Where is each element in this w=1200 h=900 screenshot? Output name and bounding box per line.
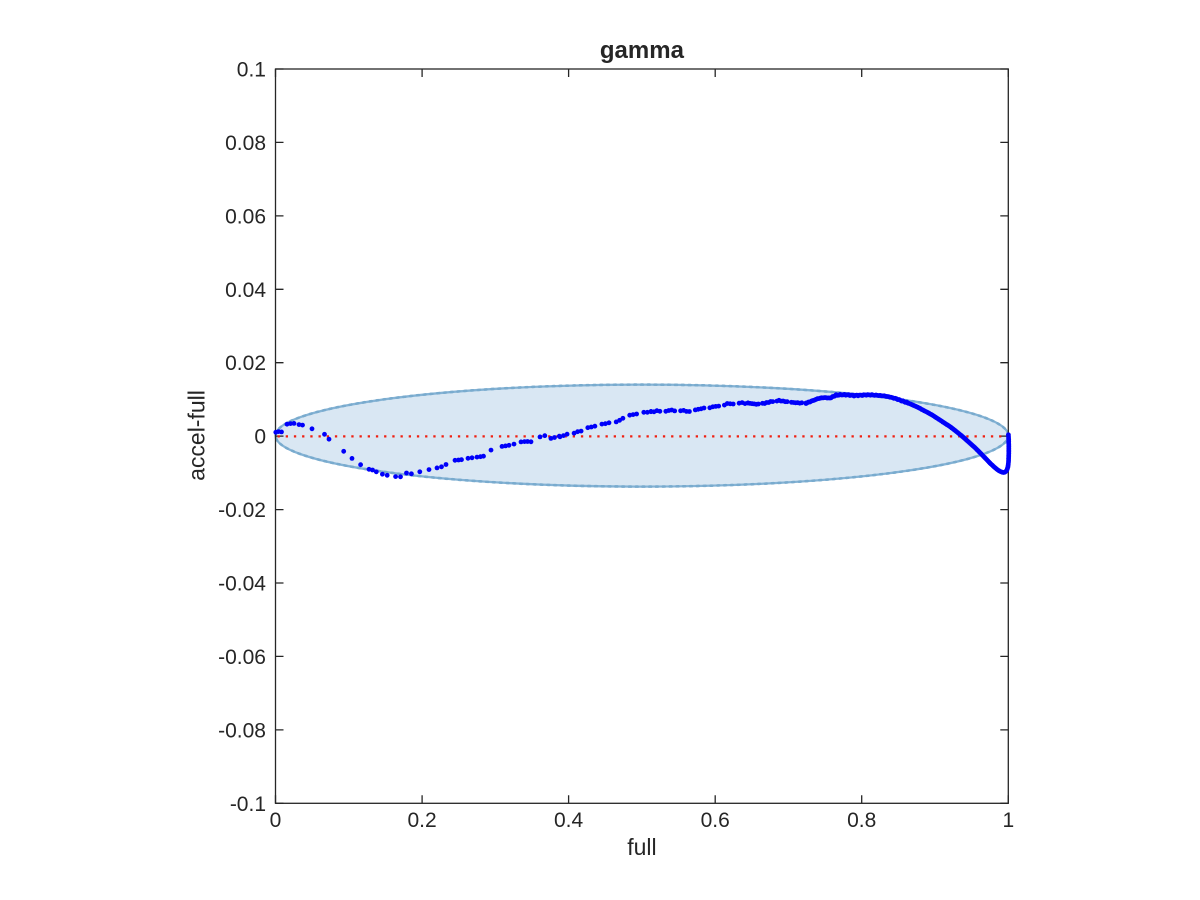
svg-text:0.8: 0.8 bbox=[847, 809, 876, 832]
svg-text:0.04: 0.04 bbox=[225, 279, 266, 302]
svg-text:0.08: 0.08 bbox=[225, 132, 266, 155]
svg-text:0.1: 0.1 bbox=[237, 59, 266, 82]
svg-text:0.4: 0.4 bbox=[554, 809, 584, 832]
svg-text:-0.06: -0.06 bbox=[218, 646, 266, 669]
svg-text:0: 0 bbox=[270, 809, 282, 832]
svg-text:-0.02: -0.02 bbox=[218, 499, 266, 522]
svg-text:gamma: gamma bbox=[600, 37, 685, 64]
svg-text:-0.08: -0.08 bbox=[218, 719, 266, 742]
svg-text:0.6: 0.6 bbox=[701, 809, 730, 832]
svg-text:-0.04: -0.04 bbox=[218, 573, 266, 596]
svg-text:1: 1 bbox=[1002, 809, 1014, 832]
svg-text:0.06: 0.06 bbox=[225, 205, 266, 228]
svg-text:0: 0 bbox=[254, 426, 266, 449]
svg-text:0.02: 0.02 bbox=[225, 352, 266, 375]
svg-text:full: full bbox=[627, 834, 656, 860]
svg-text:accel-full: accel-full bbox=[184, 390, 210, 481]
svg-text:0.2: 0.2 bbox=[407, 809, 436, 832]
svg-text:-0.1: -0.1 bbox=[230, 793, 266, 816]
